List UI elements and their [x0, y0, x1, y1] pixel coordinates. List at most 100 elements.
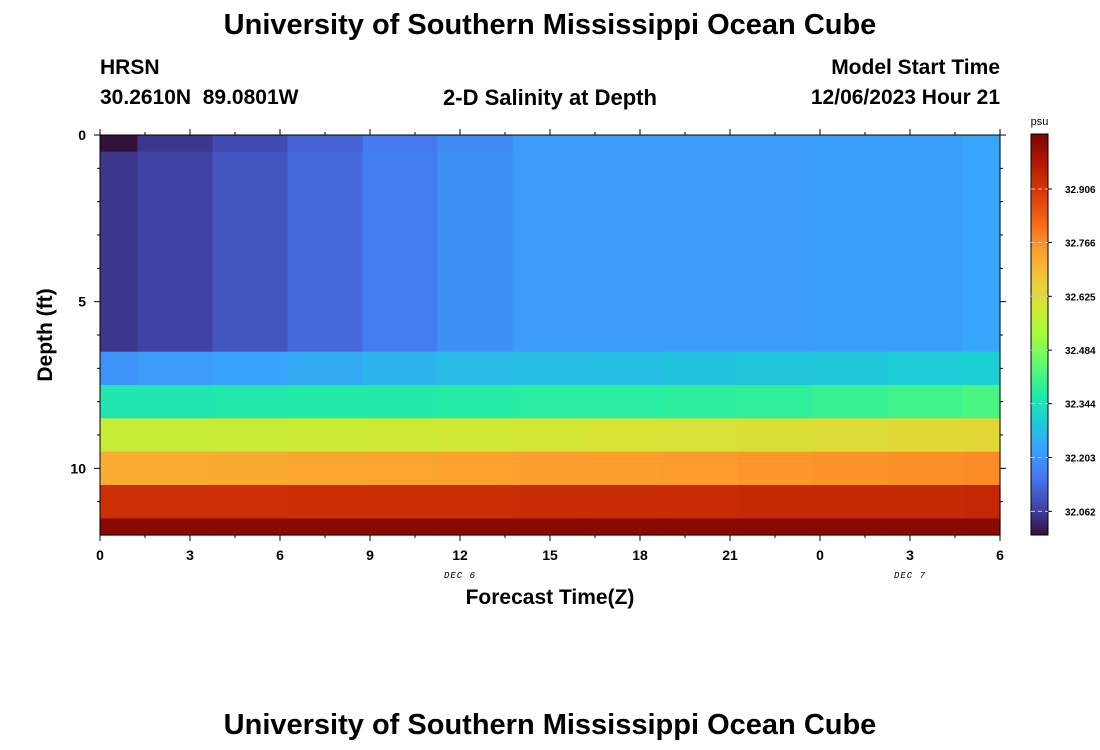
heatmap-cell: [887, 485, 964, 519]
heatmap-cell: [100, 451, 139, 486]
heatmap-cell: [137, 451, 214, 486]
heatmap-cell: [100, 518, 139, 536]
heatmap-cell: [737, 151, 814, 353]
heatmap-cell: [887, 151, 964, 353]
heatmap-cell: [737, 518, 814, 536]
heatmap-cell: [512, 518, 589, 536]
heatmap-cell: [212, 485, 289, 519]
heatmap-cell: [662, 485, 739, 519]
heatmap-cell: [962, 485, 1001, 519]
heatmap-cell: [587, 518, 664, 536]
heatmap-cell: [587, 385, 664, 419]
date-label: DEC 6: [444, 571, 476, 581]
heatmap-cell: [962, 351, 1001, 386]
heatmap-cell: [212, 518, 289, 536]
heatmap-cell: [287, 451, 364, 486]
heatmap-cell: [437, 451, 514, 486]
heatmap-cell: [812, 135, 889, 153]
heatmap-cell: [137, 485, 214, 519]
heatmap-cell: [662, 135, 739, 153]
heatmap-cell: [812, 451, 889, 486]
y-axis-label: Depth (ft): [34, 288, 57, 381]
heatmap-cell: [100, 385, 139, 419]
heatmap-cell: [812, 485, 889, 519]
heatmap-cell: [362, 451, 439, 486]
heatmap-cell: [737, 451, 814, 486]
heatmap-cell: [737, 418, 814, 453]
heatmap-cell: [362, 485, 439, 519]
x-tick-label: 3: [186, 547, 194, 563]
heatmap-cell: [287, 518, 364, 536]
x-tick-label: 21: [722, 547, 738, 563]
heatmap-cell: [512, 418, 589, 453]
heatmap-cell: [362, 351, 439, 386]
heatmap-cell: [662, 151, 739, 353]
colorbar-gradient: [1030, 133, 1049, 536]
x-tick-label: 18: [632, 547, 648, 563]
heatmap-cell: [437, 485, 514, 519]
heatmap-cell: [437, 385, 514, 419]
colorbar-tick-label: 32.203: [1065, 453, 1096, 464]
colorbar: psu 32.062 32.203 32.344 32.484 32.625 32.766…: [1030, 116, 1096, 536]
heatmap-cell: [887, 385, 964, 419]
station-name: HRSN: [100, 56, 160, 79]
heatmap-cell: [737, 135, 814, 153]
heatmap-cell: [100, 485, 139, 519]
heatmap-cell: [812, 351, 889, 386]
heatmap-cell: [887, 135, 964, 153]
heatmap-cell: [287, 418, 364, 453]
heatmap-cell: [100, 351, 139, 386]
heatmap-cell: [512, 451, 589, 486]
page-title: University of Southern Mississippi Ocean…: [223, 9, 877, 41]
x-tick-label: 6: [276, 547, 284, 563]
colorbar-ticks: 32.062 32.203 32.344 32.484 32.625 32.766 32.9…: [1031, 185, 1096, 518]
x-tick-label: 0: [96, 547, 104, 563]
heatmap-cell: [362, 385, 439, 419]
heatmap-cell: [100, 418, 139, 453]
y-tick-label: 5: [78, 294, 86, 310]
heatmap-cell: [437, 351, 514, 386]
heatmap-cell: [362, 518, 439, 536]
salinity-depth-chart: 0 3 6 9 12 15 18 21 0 3 6 DEC 6 DEC 7 0 5 10 Forecast T…: [34, 116, 1096, 609]
footer-title: University of Southern Mississippi Ocean…: [223, 709, 877, 741]
heatmap-cell: [887, 351, 964, 386]
colorbar-unit: psu: [1031, 116, 1049, 128]
heatmap-cell: [587, 351, 664, 386]
heatmap-cell: [662, 385, 739, 419]
heatmap-cell: [137, 518, 214, 536]
model-start-label: Model Start Time: [831, 56, 1000, 79]
y-tick-label: 10: [70, 460, 86, 476]
heatmap-cell: [100, 135, 139, 153]
x-tick-label: 3: [906, 547, 914, 563]
heatmap-cell: [962, 518, 1001, 536]
heatmap-cell: [212, 385, 289, 419]
heatmap-cell: [512, 151, 589, 353]
heatmap-cell: [737, 351, 814, 386]
heatmap-cell: [212, 151, 289, 353]
station-coordinates: 30.2610N 89.0801W: [100, 86, 299, 109]
heatmap-cell: [587, 151, 664, 353]
heatmap-cell: [962, 151, 1001, 353]
heatmap-cell: [962, 451, 1001, 486]
heatmap-cell: [137, 135, 214, 153]
colorbar-tick-label: 32.062: [1065, 507, 1096, 518]
heatmap-cell: [137, 351, 214, 386]
colorbar-tick-label: 32.484: [1065, 346, 1096, 357]
heatmap-cell: [737, 385, 814, 419]
x-tick-label: 9: [366, 547, 374, 563]
heatmap-cell: [362, 151, 439, 353]
heatmap-cell: [662, 418, 739, 453]
heatmap-cell: [512, 135, 589, 153]
heatmap-cell: [287, 151, 364, 353]
heatmap-cell: [662, 518, 739, 536]
heatmap-cell: [587, 451, 664, 486]
heatmap-cell: [512, 385, 589, 419]
heatmap-cell: [362, 135, 439, 153]
heatmap-cell: [812, 418, 889, 453]
heatmap-cell: [962, 135, 1001, 153]
heatmap-cell: [137, 418, 214, 453]
x-tick-label: 12: [452, 547, 468, 563]
heatmap-cell: [212, 418, 289, 453]
y-tick-label: 0: [78, 127, 86, 143]
